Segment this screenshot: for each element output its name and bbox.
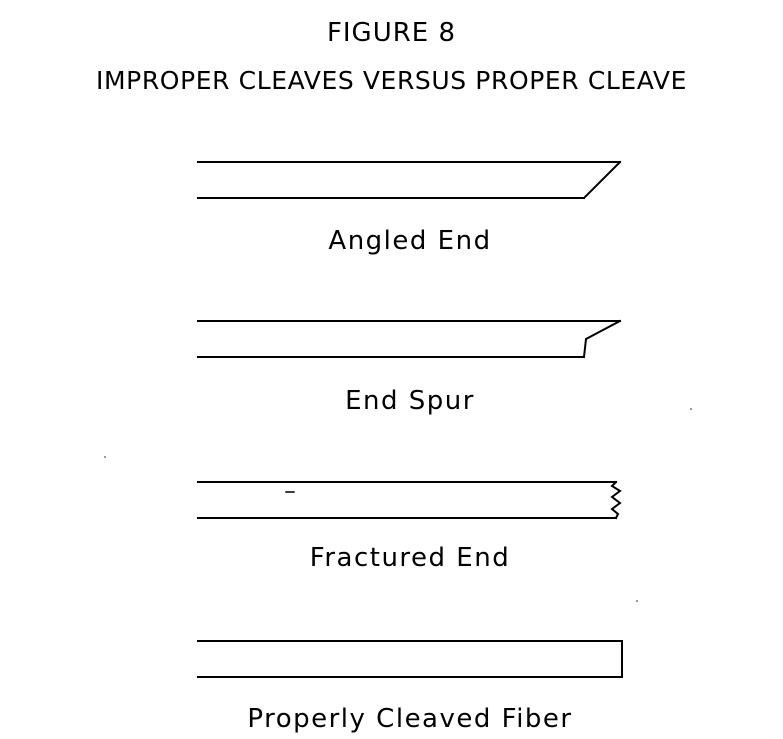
fiber-proper-cleave-drawing: [197, 640, 623, 678]
caption-end-spur: End Spur: [345, 386, 475, 416]
figure-title: IMPROPER CLEAVES VERSUS PROPER CLEAVE: [96, 66, 687, 95]
angled-end-face: [582, 160, 622, 200]
speck: [104, 456, 106, 458]
fiber-fractured-end-drawing: [197, 480, 622, 520]
speck: [690, 408, 692, 410]
caption-properly-cleaved-fiber: Properly Cleaved Fiber: [247, 704, 573, 734]
fractured-end-face: [610, 480, 622, 520]
caption-angled-end: Angled End: [328, 226, 492, 256]
fiber-end-spur-drawing: [197, 319, 622, 359]
figure-number: FIGURE 8: [326, 18, 457, 48]
speck: [636, 600, 638, 602]
fiber-angled-end-drawing: [197, 160, 622, 200]
caption-fractured-end: Fractured End: [309, 543, 511, 573]
spur-end-face: [582, 319, 622, 359]
